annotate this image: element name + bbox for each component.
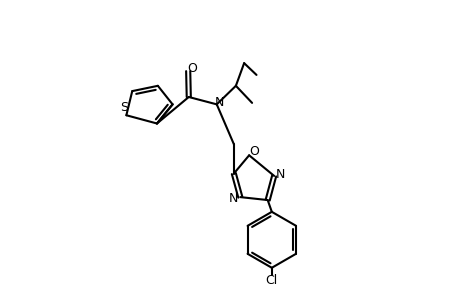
Text: N: N (229, 192, 238, 205)
Text: O: O (186, 61, 196, 75)
Text: O: O (249, 145, 259, 158)
Text: Cl: Cl (265, 274, 277, 286)
Text: N: N (214, 95, 224, 109)
Text: N: N (275, 168, 285, 181)
Text: S: S (120, 101, 128, 114)
